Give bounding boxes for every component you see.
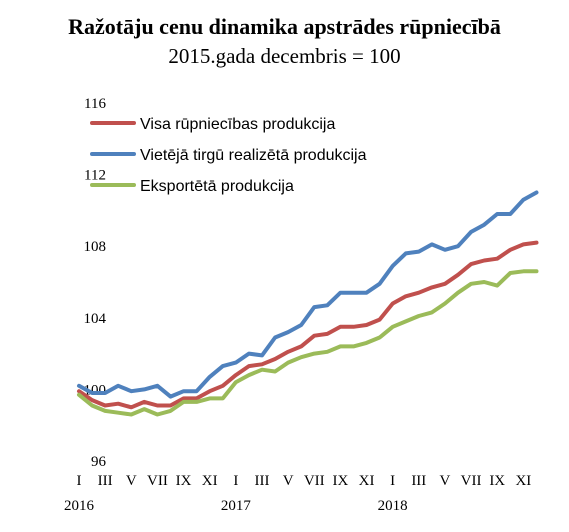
y-tick-label: 116 bbox=[84, 96, 106, 112]
legend-label-1: Visa rūpniecības produkcija bbox=[140, 116, 335, 133]
x-tick-label: XI bbox=[202, 473, 218, 489]
x-tick-label: VII bbox=[304, 473, 325, 489]
series-line-1 bbox=[77, 240, 539, 410]
x-tick-label: III bbox=[411, 473, 426, 489]
x-tick-label: V bbox=[126, 473, 137, 489]
x-tick-label: XI bbox=[359, 473, 375, 489]
series-line-2 bbox=[77, 190, 539, 399]
y-tick-label: 104 bbox=[84, 311, 107, 327]
y-tick-label: 96 bbox=[91, 454, 107, 470]
x-tick-label: VII bbox=[147, 473, 168, 489]
x-tick-label: V bbox=[440, 473, 451, 489]
x-tick-label: III bbox=[98, 473, 113, 489]
x-tick-label: IX bbox=[176, 473, 192, 489]
chart-title: Ražotāju cenu dinamika apstrādes rūpniec… bbox=[68, 14, 501, 39]
y-tick-label: 112 bbox=[84, 168, 106, 184]
chart-subtitle: 2015.gada decembris = 100 bbox=[168, 44, 401, 68]
legend-label-2: Vietējā tirgū realizētā produkcija bbox=[140, 147, 367, 164]
x-tick-label: V bbox=[283, 473, 294, 489]
legend-label-3: Eksportētā produkcija bbox=[140, 178, 294, 195]
x-tick-label: IX bbox=[332, 473, 348, 489]
x-tick-label: I bbox=[390, 473, 395, 489]
x-tick-label: III bbox=[254, 473, 269, 489]
x-tick-label: VII bbox=[461, 473, 482, 489]
x-tick-label: I bbox=[233, 473, 238, 489]
x-tick-label: I bbox=[77, 473, 82, 489]
x-year-label: 2017 bbox=[221, 498, 252, 514]
x-tick-label: IX bbox=[489, 473, 505, 489]
series-line-3 bbox=[77, 269, 539, 417]
x-year-label: 2018 bbox=[378, 498, 408, 514]
x-tick-label: XI bbox=[515, 473, 531, 489]
y-tick-label: 108 bbox=[84, 239, 107, 255]
x-year-label: 2016 bbox=[64, 498, 95, 514]
